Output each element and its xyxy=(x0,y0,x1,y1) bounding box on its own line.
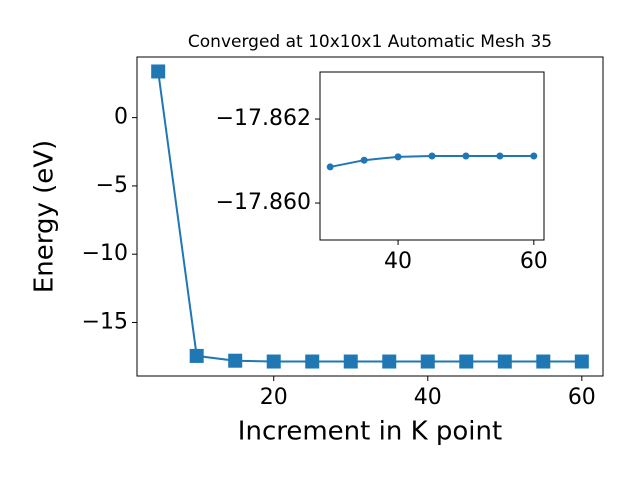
marker xyxy=(530,152,538,160)
x-axis-label: Increment in K point xyxy=(238,417,502,447)
marker xyxy=(360,156,368,164)
marker xyxy=(266,354,281,369)
y-tick-label: −17.860 xyxy=(216,190,311,215)
marker xyxy=(459,354,474,369)
chart-title: Converged at 10x10x1 Automatic Mesh 35 xyxy=(188,32,552,52)
y-tick-label: −15 xyxy=(82,309,128,334)
marker xyxy=(394,153,402,161)
marker xyxy=(326,163,334,171)
x-tick-label: 60 xyxy=(520,249,548,274)
y-tick-label: −17.862 xyxy=(216,106,311,131)
marker xyxy=(496,152,504,160)
marker xyxy=(428,152,436,160)
x-tick-label: 40 xyxy=(384,249,412,274)
y-tick-label: 0 xyxy=(114,105,128,130)
marker xyxy=(305,354,320,369)
x-tick-label: 20 xyxy=(260,385,288,410)
x-tick-label: 60 xyxy=(568,385,596,410)
y-tick-label: −5 xyxy=(96,173,128,198)
marker xyxy=(462,152,470,160)
y-axis-label: Energy (eV) xyxy=(30,140,60,293)
y-tick-label: −10 xyxy=(82,241,128,266)
marker xyxy=(343,354,358,369)
marker xyxy=(536,354,551,369)
x-tick-label: 40 xyxy=(414,385,442,410)
marker xyxy=(189,348,204,363)
marker xyxy=(151,64,166,79)
marker xyxy=(497,354,512,369)
marker xyxy=(228,353,243,368)
marker xyxy=(420,354,435,369)
marker xyxy=(574,354,589,369)
marker xyxy=(382,354,397,369)
